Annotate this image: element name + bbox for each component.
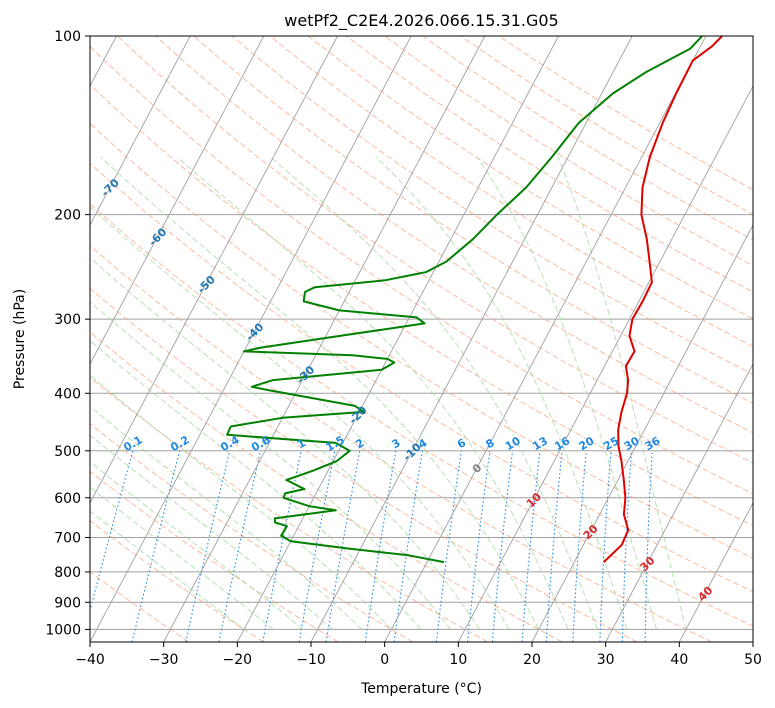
profile-lines [226, 36, 723, 564]
isotherm-line [310, 36, 633, 642]
isotherm-line [531, 224, 753, 642]
plot-frame [89, 35, 754, 643]
x-tick-label: 10 [449, 652, 467, 668]
moist-adiabat-line [90, 434, 333, 630]
moist-adiabat-line [270, 156, 599, 630]
mixing-ratio-line [435, 450, 462, 642]
y-tick-label: 100 [54, 29, 81, 45]
isotherm-line [457, 85, 753, 642]
x-tick-label: −20 [223, 652, 253, 668]
x-axis-label: Temperature (°C) [360, 681, 482, 697]
isotherms [90, 36, 753, 642]
chart-title: wetPf2_C2E4.2026.066.15.31.G05 [284, 11, 558, 31]
dry-adiabat-line [90, 83, 753, 527]
mixing-ratio-line [90, 450, 134, 613]
dry-adiabat-line [90, 520, 264, 642]
moist-adiabat-line [90, 374, 392, 630]
axes: −40 −30 −20 −10 0 10 20 30 40 50 100 200 300 400 500 60… [45, 29, 762, 668]
mixing-ratio-line [545, 450, 563, 642]
isotherm-line [678, 502, 753, 642]
isotherm-line [90, 36, 412, 642]
moist-adiabat-line [375, 156, 628, 630]
dry-adiabat-line [346, 36, 753, 293]
moist-adiabat-line [476, 156, 657, 630]
moist-adiabat-line [90, 510, 245, 630]
y-tick-label: 300 [54, 312, 81, 328]
x-tick-label: −40 [75, 652, 105, 668]
dry-adiabat-line [90, 244, 712, 642]
mixing-ratio-line [521, 450, 541, 642]
isotherm-line [605, 363, 753, 642]
y-axis-label: Pressure (hPa) [12, 289, 28, 389]
dry-adiabat-line [90, 376, 488, 642]
mixing-ratio-line [393, 450, 424, 642]
y-tick-label: 1000 [45, 622, 81, 638]
dry-adiabat-line [90, 162, 753, 593]
y-tick-label: 700 [54, 531, 81, 547]
mixing-ratio-line [491, 450, 514, 642]
moist-adiabat-line [90, 486, 274, 630]
moist-adiabat-line [557, 156, 687, 630]
mixing-ratio-line [466, 450, 491, 642]
moist-adiabat-line [90, 405, 363, 630]
dry-adiabat-line [117, 36, 753, 464]
isotherm-line [90, 36, 191, 226]
y-tick-label: 500 [54, 444, 81, 460]
moist-adiabat-line [100, 156, 540, 630]
y-tick-label: 800 [54, 565, 81, 581]
isotherm-line [90, 36, 265, 365]
dewpoint-profile-line [226, 36, 703, 564]
mixing-ratio-lines [90, 450, 653, 642]
moist-adiabat-line [90, 257, 481, 630]
isotherm-line [384, 36, 707, 642]
mixing-ratio-line [599, 450, 612, 642]
dry-adiabat-line [90, 423, 414, 642]
isotherm-line [90, 36, 338, 504]
x-tick-label: 20 [523, 652, 541, 668]
dry-adiabat-line [269, 36, 753, 347]
mixing-ratio-line [572, 450, 587, 642]
plot-background [90, 36, 753, 642]
mixing-ratio-line [218, 450, 262, 642]
moist-adiabats [90, 156, 687, 630]
y-tick-label: 900 [54, 595, 81, 611]
y-tick-label: 400 [54, 386, 81, 402]
dry-adiabat-line [90, 571, 190, 642]
x-tick-label: 50 [744, 652, 762, 668]
moist-adiabat-line [90, 301, 451, 630]
moist-adiabat-line [90, 340, 422, 630]
mixing-ratio-line [621, 450, 633, 642]
x-tick-label: −30 [149, 652, 179, 668]
x-tick-label: 30 [597, 652, 615, 668]
dry-adiabat-line [90, 203, 753, 627]
x-tick-label: 0 [380, 652, 389, 668]
mixing-ratio-line [185, 450, 231, 642]
y-tick-label: 600 [54, 491, 81, 507]
moist-adiabat-line [90, 461, 304, 630]
x-tick-label: 40 [670, 652, 688, 668]
y-tick-label: 200 [54, 208, 81, 224]
temperature-profile-line [603, 36, 723, 563]
moist-adiabat-line [177, 156, 569, 630]
x-tick-label: −10 [296, 652, 326, 668]
dry-adiabat-line [193, 36, 753, 404]
